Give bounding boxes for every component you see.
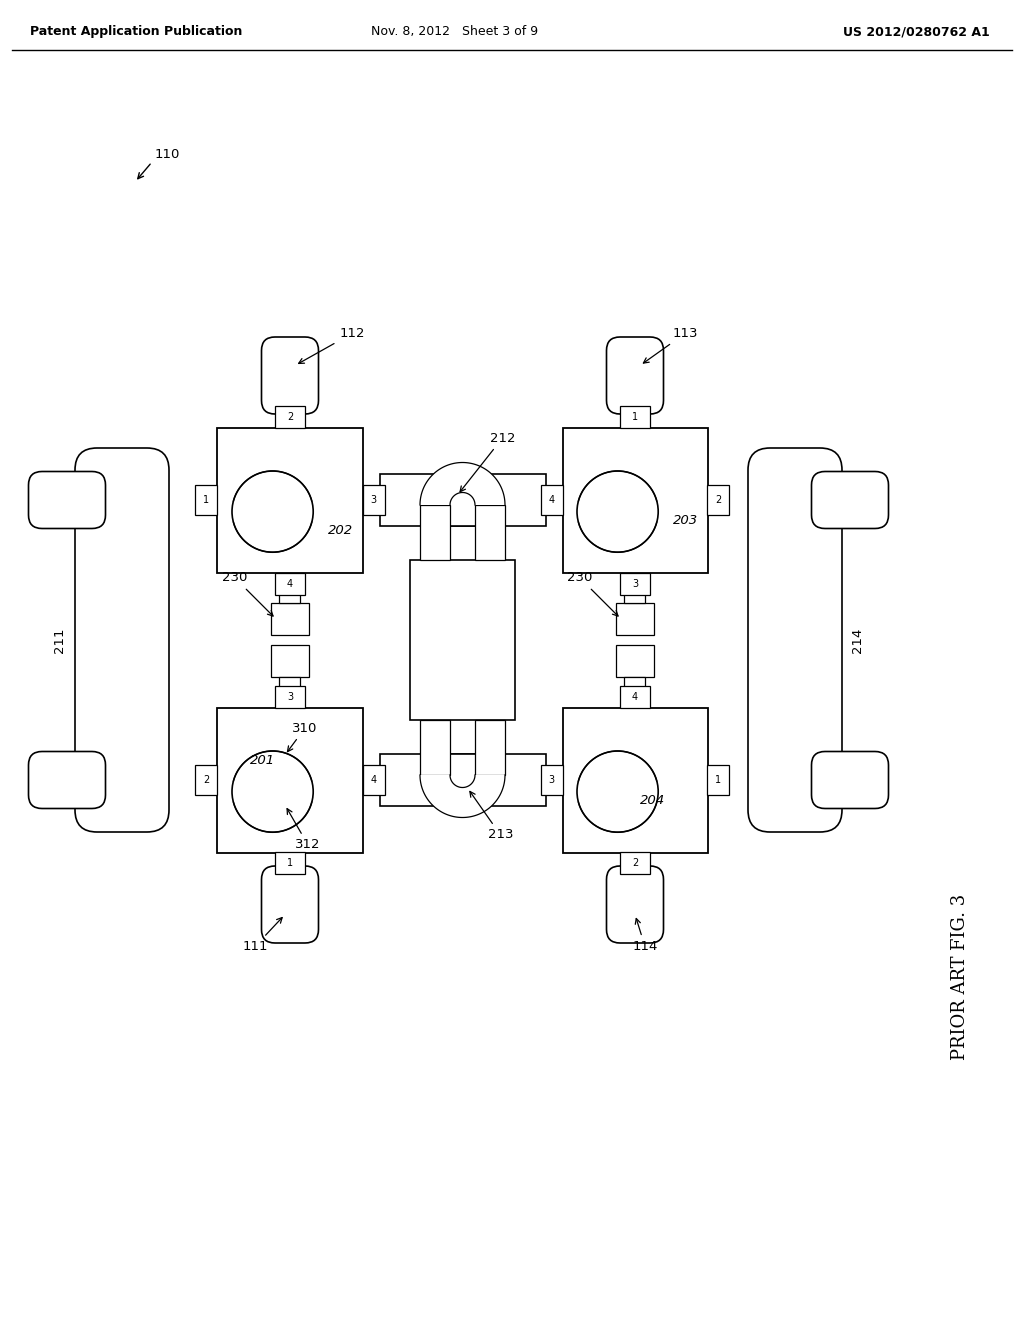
Bar (620, 685, 650, 708)
Bar (362, 484, 384, 515)
Text: 4: 4 (549, 495, 555, 506)
FancyBboxPatch shape (811, 751, 889, 808)
FancyBboxPatch shape (606, 337, 664, 414)
Text: 310: 310 (288, 722, 317, 751)
Bar (475, 506, 505, 560)
Bar (271, 645, 309, 677)
Text: 203: 203 (673, 513, 698, 527)
Text: Nov. 8, 2012   Sheet 3 of 9: Nov. 8, 2012 Sheet 3 of 9 (372, 25, 539, 38)
Bar (275, 685, 305, 708)
Text: 112: 112 (299, 327, 365, 363)
Text: 4: 4 (371, 775, 377, 785)
Polygon shape (420, 462, 505, 506)
Bar (616, 645, 654, 677)
Bar (275, 573, 305, 594)
Text: 213: 213 (470, 792, 513, 842)
Text: US 2012/0280762 A1: US 2012/0280762 A1 (843, 25, 990, 38)
Bar (625, 677, 645, 692)
Text: Patent Application Publication: Patent Application Publication (30, 25, 243, 38)
Text: 1: 1 (716, 775, 722, 785)
Text: 2: 2 (632, 858, 638, 869)
Text: 4: 4 (632, 692, 638, 701)
Bar (420, 719, 450, 775)
Bar (620, 405, 650, 428)
Text: 230: 230 (222, 572, 273, 616)
Text: 212: 212 (460, 432, 515, 492)
Text: 312: 312 (287, 809, 321, 851)
Text: FIG. 3: FIG. 3 (951, 894, 969, 950)
Bar (280, 589, 300, 603)
Text: 2: 2 (287, 412, 293, 421)
Text: PRIOR ART: PRIOR ART (951, 954, 969, 1060)
FancyBboxPatch shape (29, 471, 105, 528)
Text: 1: 1 (632, 412, 638, 421)
Text: 111: 111 (243, 917, 283, 953)
Bar (275, 853, 305, 874)
Text: 3: 3 (632, 578, 638, 589)
FancyBboxPatch shape (29, 751, 105, 808)
Text: 230: 230 (567, 572, 618, 616)
Text: 3: 3 (549, 775, 555, 785)
Bar (562, 708, 708, 853)
Bar (541, 766, 562, 795)
Text: 110: 110 (155, 149, 180, 161)
Bar (271, 603, 309, 635)
Bar (541, 484, 562, 515)
Bar (437, 754, 546, 807)
Bar (196, 484, 217, 515)
Text: 211: 211 (52, 627, 66, 653)
Text: 2: 2 (204, 775, 210, 785)
Text: 202: 202 (328, 524, 353, 536)
Bar (562, 428, 708, 573)
Bar (708, 766, 729, 795)
Bar (275, 405, 305, 428)
Bar (280, 677, 300, 692)
Text: 3: 3 (287, 692, 293, 701)
Bar (196, 766, 217, 795)
Bar (380, 474, 487, 525)
Text: 114: 114 (632, 919, 657, 953)
Bar (362, 766, 384, 795)
Bar (217, 428, 362, 573)
Text: 1: 1 (287, 858, 293, 869)
Bar (420, 506, 450, 560)
Text: 201: 201 (250, 754, 275, 767)
Text: 214: 214 (852, 627, 864, 652)
FancyBboxPatch shape (748, 447, 842, 832)
Text: 4: 4 (287, 578, 293, 589)
FancyBboxPatch shape (261, 337, 318, 414)
Bar (380, 754, 487, 807)
Bar (616, 603, 654, 635)
Bar (475, 719, 505, 775)
Text: 113: 113 (643, 327, 697, 363)
Bar (410, 560, 515, 719)
Bar (620, 853, 650, 874)
Polygon shape (420, 775, 505, 817)
Bar (625, 589, 645, 603)
FancyBboxPatch shape (75, 447, 169, 832)
Text: 3: 3 (371, 495, 377, 506)
Bar (437, 474, 546, 525)
Bar (708, 484, 729, 515)
FancyBboxPatch shape (261, 866, 318, 942)
Text: 2: 2 (716, 495, 722, 506)
FancyBboxPatch shape (606, 866, 664, 942)
FancyBboxPatch shape (811, 471, 889, 528)
Text: 204: 204 (640, 793, 666, 807)
Bar (217, 708, 362, 853)
Text: 1: 1 (204, 495, 210, 506)
Bar (620, 573, 650, 594)
